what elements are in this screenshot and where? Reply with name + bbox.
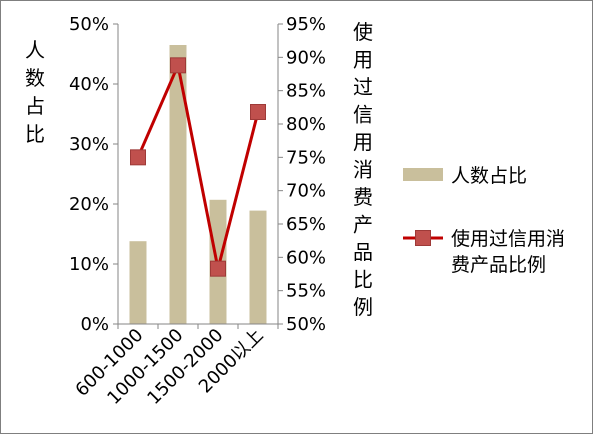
line-point-3 — [250, 104, 266, 120]
right-tick-label-6: 80% — [286, 114, 326, 135]
right-tick-label-8: 90% — [286, 47, 326, 68]
right-axis-title-char-9: 比 — [353, 268, 373, 292]
right-axis-title-char-8: 品 — [353, 240, 373, 264]
left-tick-label-3: 30% — [69, 134, 109, 155]
axes: 0% 10% 20% 30% 40% 50% 50% 55% 60% 65% 70% 75% 80% 85… — [25, 14, 373, 409]
right-axis-title-char-10: 例 — [353, 295, 373, 319]
right-axis-title-char-5: 消 — [353, 158, 373, 182]
left-tick-label-1: 10% — [69, 254, 109, 275]
right-tick-label-3: 65% — [286, 214, 326, 235]
right-tick-label-5: 75% — [286, 147, 326, 168]
left-tick-label-5: 50% — [69, 14, 109, 35]
right-axis-title-char-0: 使 — [353, 20, 373, 44]
bar-0 — [129, 241, 147, 324]
legend-label-bar: 人数占比 — [451, 165, 527, 187]
right-axis-title-char-2: 过 — [353, 75, 373, 99]
line-point-0 — [130, 149, 146, 166]
left-tick-label-4: 40% — [69, 74, 109, 95]
left-tick-label-0: 0% — [80, 314, 109, 335]
right-axis-title-char-1: 用 — [353, 48, 373, 72]
left-axis-title-char-2: 占 — [25, 94, 45, 118]
right-axis-title-char-6: 费 — [353, 185, 373, 209]
right-tick-label-7: 85% — [286, 81, 326, 102]
plot-area — [129, 45, 267, 324]
right-axis-title-char-7: 产 — [353, 213, 373, 237]
right-tick-label-0: 50% — [286, 314, 326, 335]
legend-swatch-bar — [403, 168, 443, 181]
left-tick-label-2: 20% — [69, 194, 109, 215]
right-tick-label-4: 70% — [286, 181, 326, 202]
right-axis-title-char-3: 信 — [353, 103, 373, 127]
right-tick-label-9: 95% — [286, 14, 326, 35]
right-axis-title-char-4: 用 — [353, 130, 373, 154]
line-point-1 — [170, 57, 186, 74]
line-series — [136, 60, 260, 270]
left-axis-title-char-1: 数 — [25, 66, 45, 90]
legend-label-line-1: 使用过信用消 — [451, 228, 565, 250]
left-axis-title-char-3: 比 — [25, 122, 45, 146]
bar-3 — [249, 210, 267, 324]
left-axis-title-char-0: 人 — [25, 38, 45, 62]
legend-swatch-marker — [415, 230, 431, 246]
right-tick-label-1: 55% — [286, 281, 326, 302]
legend-label-line-2: 费产品比例 — [451, 254, 546, 276]
right-tick-label-2: 60% — [286, 247, 326, 268]
bar-1 — [169, 45, 187, 324]
line-point-2 — [210, 260, 226, 277]
